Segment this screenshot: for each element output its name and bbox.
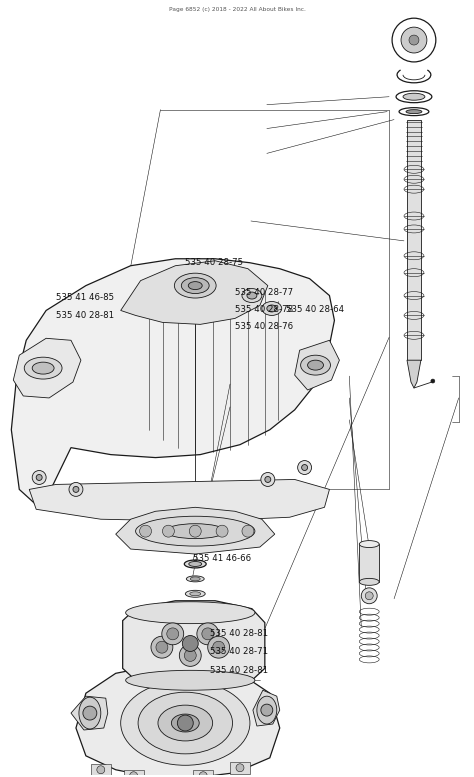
Polygon shape	[253, 690, 280, 726]
Polygon shape	[76, 667, 280, 777]
Circle shape	[301, 465, 308, 471]
Ellipse shape	[24, 357, 62, 379]
Ellipse shape	[403, 93, 425, 100]
Ellipse shape	[32, 362, 54, 374]
Circle shape	[242, 525, 254, 537]
Circle shape	[151, 636, 173, 658]
Circle shape	[361, 588, 377, 604]
Text: 535 40 28-81: 535 40 28-81	[210, 666, 268, 675]
Ellipse shape	[126, 601, 255, 624]
Circle shape	[184, 650, 196, 661]
Polygon shape	[121, 261, 268, 324]
Circle shape	[83, 706, 97, 720]
Ellipse shape	[184, 560, 206, 568]
Circle shape	[177, 715, 193, 731]
Text: 535 40 28-75: 535 40 28-75	[185, 258, 243, 267]
Text: 535 41 46-85: 535 41 46-85	[55, 293, 114, 301]
Bar	[124, 770, 144, 777]
Ellipse shape	[174, 274, 216, 298]
Ellipse shape	[406, 110, 422, 113]
Ellipse shape	[158, 706, 213, 741]
Circle shape	[97, 766, 105, 774]
Circle shape	[202, 628, 214, 639]
Polygon shape	[123, 601, 265, 688]
Text: 535 40 28-81: 535 40 28-81	[55, 311, 114, 319]
Ellipse shape	[262, 301, 282, 315]
Circle shape	[162, 623, 184, 645]
Bar	[359, 544, 379, 582]
Circle shape	[189, 525, 201, 537]
Ellipse shape	[190, 592, 201, 596]
Polygon shape	[407, 120, 421, 361]
Ellipse shape	[399, 108, 429, 116]
Ellipse shape	[138, 692, 233, 754]
Ellipse shape	[165, 524, 225, 538]
Bar	[193, 770, 213, 777]
Polygon shape	[29, 479, 329, 521]
Polygon shape	[11, 259, 335, 509]
Circle shape	[139, 525, 152, 537]
Circle shape	[236, 764, 244, 772]
Ellipse shape	[308, 361, 323, 370]
Ellipse shape	[188, 281, 202, 290]
Circle shape	[261, 704, 273, 716]
Circle shape	[365, 592, 373, 600]
Circle shape	[265, 476, 271, 483]
Circle shape	[409, 35, 419, 45]
Circle shape	[199, 772, 207, 777]
Ellipse shape	[190, 577, 200, 581]
Ellipse shape	[172, 714, 199, 732]
Ellipse shape	[301, 355, 330, 375]
Circle shape	[216, 525, 228, 537]
Circle shape	[197, 623, 219, 645]
Circle shape	[163, 525, 174, 537]
Ellipse shape	[247, 292, 257, 299]
Ellipse shape	[267, 305, 277, 312]
Ellipse shape	[186, 576, 204, 582]
Circle shape	[73, 486, 79, 493]
Circle shape	[431, 379, 435, 383]
Ellipse shape	[126, 671, 255, 690]
Ellipse shape	[182, 277, 209, 294]
Ellipse shape	[189, 562, 202, 566]
Ellipse shape	[257, 696, 277, 724]
Ellipse shape	[136, 516, 255, 546]
Ellipse shape	[185, 591, 205, 598]
Text: Page 6852 (c) 2018 - 2022 All About Bikes Inc.: Page 6852 (c) 2018 - 2022 All About Bike…	[169, 6, 305, 12]
Circle shape	[129, 772, 137, 777]
Circle shape	[392, 18, 436, 62]
Ellipse shape	[242, 288, 262, 302]
Circle shape	[182, 636, 198, 651]
Bar	[91, 764, 111, 775]
Circle shape	[179, 644, 201, 667]
Circle shape	[32, 471, 46, 484]
Circle shape	[261, 472, 275, 486]
Text: 535 40 28-81: 535 40 28-81	[210, 629, 268, 638]
Circle shape	[36, 475, 42, 480]
Circle shape	[213, 641, 225, 653]
Circle shape	[167, 628, 179, 639]
Ellipse shape	[121, 681, 250, 765]
Polygon shape	[13, 338, 81, 398]
Circle shape	[298, 461, 311, 475]
Text: 535 41 46-66: 535 41 46-66	[193, 554, 251, 563]
Text: 535 40 28-78: 535 40 28-78	[235, 305, 293, 314]
Polygon shape	[71, 696, 108, 730]
Ellipse shape	[359, 578, 379, 585]
Polygon shape	[407, 361, 421, 388]
Text: 535 40 28-71: 535 40 28-71	[210, 646, 268, 656]
Ellipse shape	[396, 91, 432, 103]
Text: 535 40 28-64: 535 40 28-64	[286, 305, 345, 314]
Ellipse shape	[79, 697, 101, 729]
Text: 535 40 28-77: 535 40 28-77	[235, 288, 293, 298]
Circle shape	[208, 636, 229, 658]
Text: 535 40 28-76: 535 40 28-76	[235, 322, 293, 331]
Circle shape	[401, 27, 427, 53]
Ellipse shape	[359, 541, 379, 548]
Polygon shape	[116, 507, 275, 554]
Circle shape	[156, 641, 168, 653]
Circle shape	[69, 483, 83, 497]
Polygon shape	[295, 340, 339, 390]
Bar	[230, 761, 250, 774]
